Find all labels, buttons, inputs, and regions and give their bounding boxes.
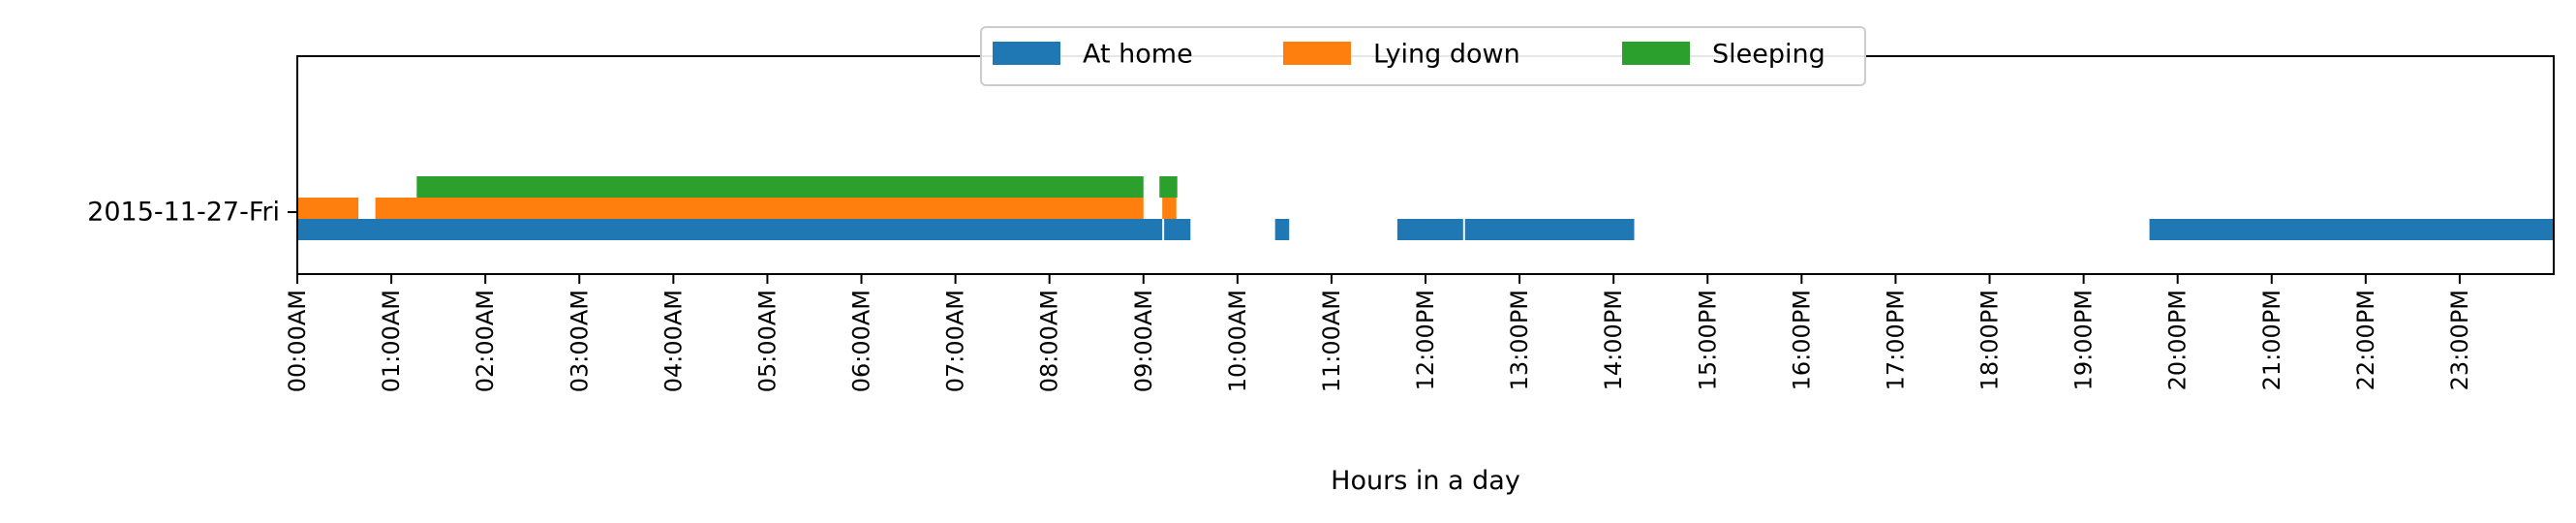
x-tick-label: 12:00PM (1412, 290, 1439, 390)
x-tick-label: 19:00PM (2070, 290, 2098, 390)
bar-sleeping-1 (1159, 176, 1178, 198)
legend-swatch-sleeping (1622, 42, 1690, 65)
x-tick-label: 11:00AM (1318, 290, 1345, 392)
plot-frame (296, 55, 2555, 275)
x-tick-label: 04:00AM (659, 290, 687, 392)
x-tick-label: 02:00AM (472, 290, 499, 392)
x-tick-label: 23:00PM (2446, 290, 2473, 390)
x-tick-label: 09:00AM (1130, 290, 1157, 392)
bar-lying-down-2 (1162, 198, 1177, 219)
x-tick-label: 10:00AM (1224, 290, 1251, 392)
bar-lying-down-1 (375, 198, 1144, 219)
x-tick-label: 14:00PM (1600, 290, 1627, 390)
bar-at-home-5 (2149, 219, 2554, 240)
bar-at-home-4 (1464, 219, 1635, 240)
bar-sleeping-0 (416, 176, 1144, 198)
x-tick-label: 18:00PM (1977, 290, 2004, 390)
legend-label-sleeping: Sleeping (1712, 40, 1825, 70)
x-tick-label: 05:00AM (753, 290, 781, 392)
x-tick-label: 00:00AM (284, 290, 311, 392)
x-tick-label: 01:00AM (378, 290, 405, 392)
bar-at-home-0 (297, 219, 1163, 240)
x-tick-label: 16:00PM (1788, 290, 1815, 390)
bar-at-home-1 (1164, 219, 1191, 240)
bar-at-home-2 (1274, 219, 1290, 240)
x-tick-label: 13:00PM (1506, 290, 1533, 390)
x-tick-label: 03:00AM (566, 290, 593, 392)
x-axis-label: Hours in a day (1331, 466, 1520, 496)
y-tick-label: 2015-11-27-Fri (87, 198, 280, 228)
plot-bars (297, 176, 2554, 240)
x-tick-label: 15:00PM (1694, 290, 1721, 390)
x-tick-label: 20:00PM (2164, 290, 2192, 390)
legend-swatch-lying-down (1283, 42, 1351, 65)
legend: At home Lying down Sleeping (980, 26, 1866, 86)
x-tick-label: 07:00AM (942, 290, 969, 392)
x-tick-label: 22:00PM (2352, 290, 2379, 390)
bar-at-home-3 (1396, 219, 1463, 240)
legend-swatch-at-home (993, 42, 1060, 65)
x-tick-label: 08:00AM (1036, 290, 1063, 392)
x-axis: 00:00AM 01:00AM 02:00AM 03:00AM 04:00AM 05:00… (284, 274, 2473, 392)
legend-label-at-home: At home (1083, 40, 1193, 70)
bar-lying-down-0 (297, 198, 359, 219)
x-tick-label: 17:00PM (1882, 290, 1909, 390)
legend-label-lying-down: Lying down (1373, 40, 1520, 70)
x-tick-label: 06:00AM (848, 290, 875, 392)
y-axis: 2015-11-27-Fri (87, 198, 297, 228)
x-tick-label: 21:00PM (2258, 290, 2285, 390)
